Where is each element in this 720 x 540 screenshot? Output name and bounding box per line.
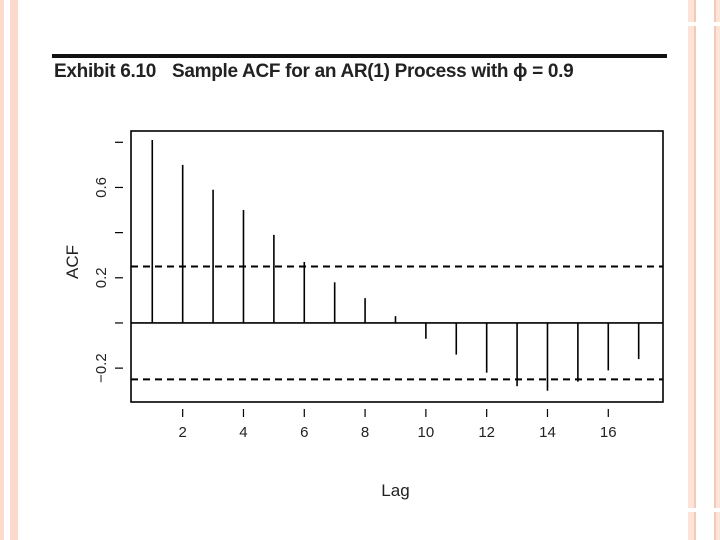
x-tick-label: 14 [539,424,556,441]
y-tick-label: 0.6 [93,177,110,198]
x-tick-label: 10 [418,424,435,441]
y-axis-title: ACF [63,245,82,279]
x-tick-label: 16 [600,424,617,441]
x-tick-label: 2 [179,424,187,441]
x-axis-title: Lag [381,481,409,500]
exhibit-label: Exhibit 6.10 [54,61,156,82]
y-tick-label: 0.2 [93,267,110,288]
x-tick-label: 4 [239,424,247,441]
slide-border-right [688,0,720,540]
x-tick-label: 8 [361,424,369,441]
exhibit-caption: Sample ACF for an AR(1) Process with ϕ =… [172,61,574,82]
title-rule [52,54,667,58]
y-tick-label: −0.2 [93,353,110,383]
exhibit-title: Exhibit 6.10 Sample ACF for an AR(1) Proc… [54,61,574,83]
x-tick-label: 6 [300,424,308,441]
x-tick-label: 12 [478,424,495,441]
slide-border-left [0,0,18,540]
